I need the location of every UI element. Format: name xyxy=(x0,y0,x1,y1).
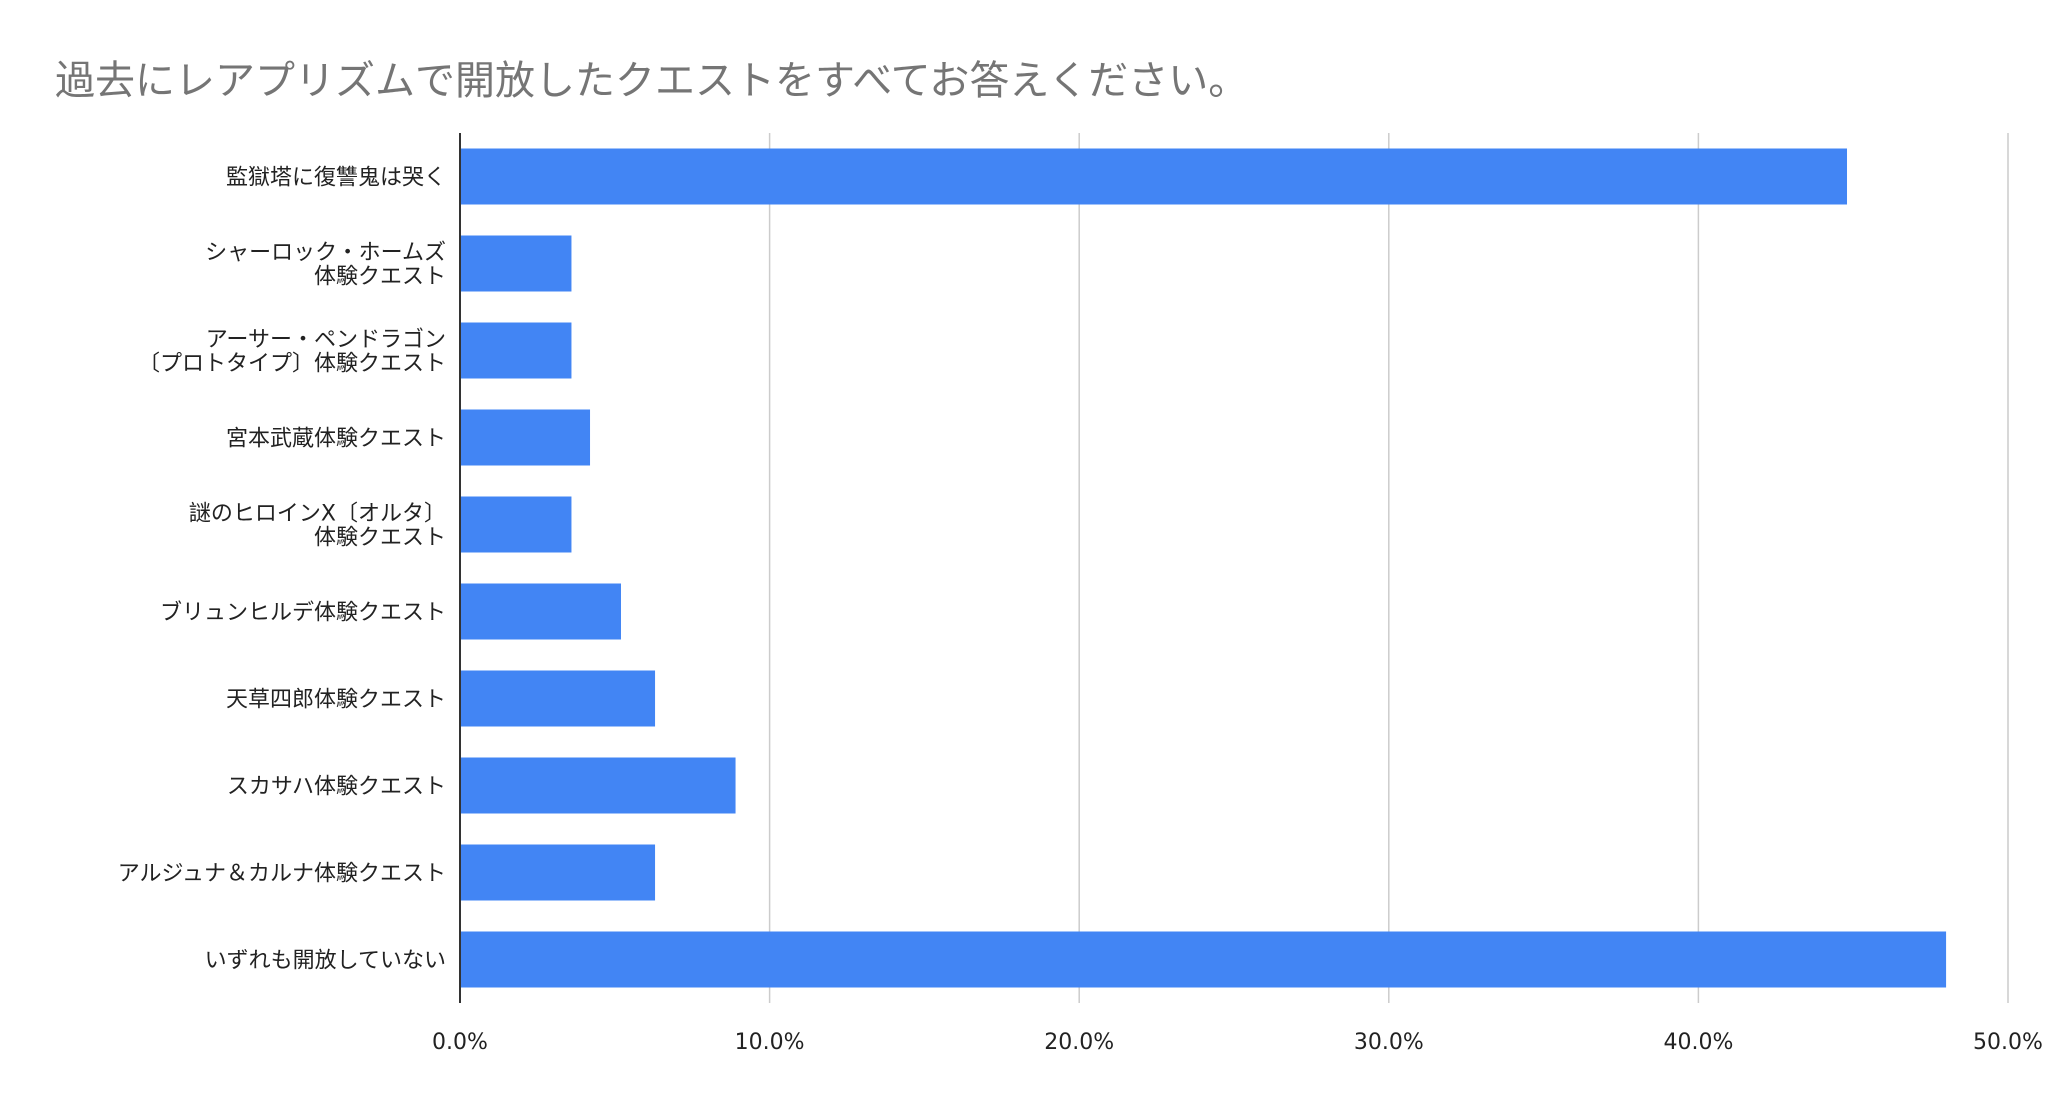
category-label: 〔プロトタイプ〕体験クエスト xyxy=(138,352,446,377)
category-label: 体験クエスト xyxy=(314,526,446,551)
bar xyxy=(460,235,572,292)
bars xyxy=(460,148,1947,988)
category-label: 謎のヒロインX〔オルタ〕 xyxy=(189,502,446,527)
bar xyxy=(460,322,572,379)
bar xyxy=(460,496,572,553)
category-label: スカサハ体験クエスト xyxy=(227,775,446,800)
category-label: アルジュナ＆カルナ体験クエスト xyxy=(118,862,446,887)
x-tick-labels: 0.0% 10.0% 20.0% 30.0% 40.0% 50.0% xyxy=(432,1030,2043,1055)
category-label: アーサー・ペンドラゴン xyxy=(206,328,446,353)
x-tick-label: 0.0% xyxy=(432,1030,488,1055)
x-tick-label: 40.0% xyxy=(1663,1030,1733,1055)
chart-title: 過去にレアプリズムで開放したクエストをすべてお答えください。 xyxy=(55,58,1249,104)
gridlines xyxy=(768,133,2009,1003)
bar xyxy=(460,844,656,901)
bar xyxy=(460,148,1848,205)
category-label: ブリュンヒルデ体験クエスト xyxy=(160,601,446,626)
category-label: 体験クエスト xyxy=(314,265,446,290)
x-tick-label: 20.0% xyxy=(1044,1030,1114,1055)
category-label: 監獄塔に復讐鬼は哭く xyxy=(226,166,446,191)
bar xyxy=(460,931,1947,988)
bar xyxy=(460,670,656,727)
category-label: 宮本武蔵体験クエスト xyxy=(226,427,446,452)
x-tick-label: 10.0% xyxy=(735,1030,805,1055)
bar xyxy=(460,409,591,466)
x-tick-label: 50.0% xyxy=(1973,1030,2043,1055)
category-label: いずれも開放していない xyxy=(205,949,446,974)
category-labels: 監獄塔に復讐鬼は哭くシャーロック・ホームズ体験クエストアーサー・ペンドラゴン〔プ… xyxy=(118,166,446,974)
category-label: 天草四郎体験クエスト xyxy=(226,688,446,713)
bar xyxy=(460,757,736,814)
x-tick-label: 30.0% xyxy=(1354,1030,1424,1055)
bar xyxy=(460,583,621,640)
category-label: シャーロック・ホームズ xyxy=(205,241,446,266)
